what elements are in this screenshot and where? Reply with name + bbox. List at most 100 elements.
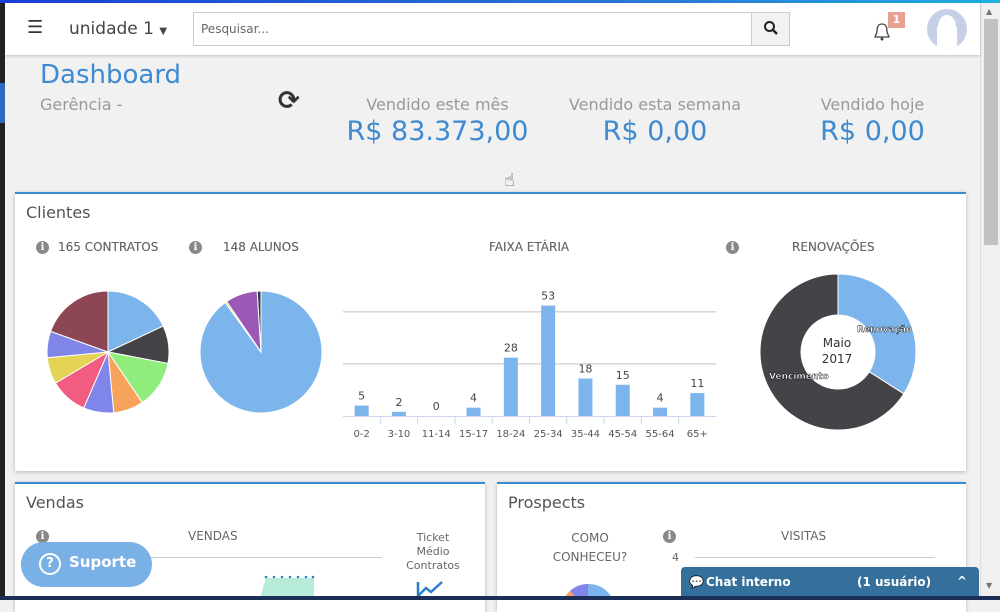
ticket-medio-label: Ticket Médio Contratos xyxy=(400,531,466,573)
user-silhouette-icon xyxy=(937,15,957,49)
stat-today: Vendido hoje R$ 0,00 xyxy=(800,95,945,147)
info-icon[interactable]: i xyxy=(36,241,49,254)
info-icon[interactable]: i xyxy=(663,530,676,543)
bar-data-label: 4 xyxy=(657,392,664,405)
page-subtitle: Gerência - xyxy=(40,95,123,114)
bar-category-label: 25-34 xyxy=(534,429,563,440)
stat-value: R$ 83.373,00 xyxy=(346,116,529,147)
como-conheceu-label: COMO CONHECEU? xyxy=(530,529,650,567)
renovacoes-donut-slice xyxy=(837,273,917,395)
bar-category-label: 18-24 xyxy=(496,429,525,440)
trending-up-icon xyxy=(416,581,443,598)
bar-data-label: 18 xyxy=(578,363,592,376)
stat-value: R$ 0,00 xyxy=(820,116,925,147)
stat-label: Vendido esta semana xyxy=(568,95,742,114)
panel-title: Vendas xyxy=(26,493,84,512)
panel-title: Prospects xyxy=(508,493,586,512)
renovacoes-heading: RENOVAÇÕES RENOVAÇÕES xyxy=(792,240,875,254)
bar-category-label: 0-2 xyxy=(353,429,369,440)
scroll-up-icon[interactable]: ▲ xyxy=(986,7,993,16)
label-line: COMO xyxy=(571,531,609,545)
stat-label: Vendido hoje xyxy=(820,95,925,114)
donut-slice-label: Vencimento xyxy=(769,372,829,382)
alunos-heading: 148 ALUNOS 148 ALUNOS xyxy=(223,240,299,254)
visitas-label: VISITAS xyxy=(781,529,827,543)
panel-title: Clientes xyxy=(26,203,91,222)
scrollbar-thumb[interactable] xyxy=(984,19,998,245)
stat-week: Vendido esta semana R$ 0,00 xyxy=(560,95,750,147)
visitas-tick: 4 xyxy=(672,551,679,564)
chat-bar[interactable]: 💬 Chat interno (1 usuário) ^ xyxy=(681,567,979,597)
stat-label: Vendido este mês xyxy=(366,95,509,114)
scroll-down-icon[interactable]: ▼ xyxy=(986,581,993,590)
renovacoes-donut-slice xyxy=(759,273,905,431)
page-scrollbar[interactable]: ▲ ▼ xyxy=(980,3,1000,596)
ticket-line: Contratos xyxy=(406,559,460,572)
refresh-icon[interactable]: ⟳ xyxy=(278,86,300,116)
bar-data-label: 5 xyxy=(358,390,365,403)
bar xyxy=(615,384,630,416)
vendas-chart-label: VENDAS xyxy=(188,529,238,543)
top-navbar: ☰ unidade 1 ▼ Pesquisar... 1 xyxy=(5,3,980,55)
ticket-line: Médio xyxy=(416,545,450,558)
hamburger-menu-icon[interactable]: ☰ xyxy=(27,17,44,38)
ticket-line: Ticket xyxy=(416,531,450,544)
faixa-etaria-label: FAIXA ETÁRIA xyxy=(489,240,570,254)
support-button[interactable]: ? Suporte xyxy=(21,542,152,587)
label-line: CONHECEU? xyxy=(552,550,628,564)
alunos-pie-slice xyxy=(256,290,262,353)
bar-category-label: 65+ xyxy=(687,429,708,440)
caret-down-icon: ▼ xyxy=(159,26,168,37)
contratos-heading: 165 CONTRATOS 165 CONTRATOS xyxy=(58,240,158,254)
renovacoes-label: RENOVAÇÕES xyxy=(792,240,875,254)
notification-badge: 1 xyxy=(888,12,905,28)
gridline xyxy=(695,557,935,558)
info-icon[interactable]: i xyxy=(726,241,739,254)
mouse-cursor-icon: ☝ xyxy=(504,170,515,191)
bar-data-label: 11 xyxy=(690,377,704,390)
bar xyxy=(503,357,518,416)
bar-category-label: 11-14 xyxy=(422,429,451,440)
bar xyxy=(578,378,593,416)
page-title: Dashboard xyxy=(40,60,182,90)
info-icon[interactable]: i xyxy=(36,530,49,543)
bar-category-label: 3-10 xyxy=(388,429,411,440)
contratos-label: 165 CONTRATOS xyxy=(58,240,159,254)
chat-bubble-icon: 💬 xyxy=(689,575,704,589)
bar xyxy=(690,393,705,416)
stat-month: Vendido este mês R$ 83.373,00 xyxy=(340,95,535,147)
bar-category-label: 45-54 xyxy=(608,429,637,440)
bar-category-label: 15-17 xyxy=(459,429,488,440)
gridline xyxy=(80,557,382,558)
support-label: Suporte xyxy=(69,553,137,571)
donut-month: Maio xyxy=(822,336,852,350)
unit-selector[interactable]: unidade 1 ▼ xyxy=(69,19,167,39)
contratos-chart-title: 165 CONTRATOS xyxy=(58,240,159,254)
bell-icon[interactable] xyxy=(873,22,891,42)
stat-value: R$ 0,00 xyxy=(602,116,708,147)
faixa-chart-title: FAIXA ETÁRIA xyxy=(489,240,570,254)
bar-category-label: 55-64 xyxy=(646,429,675,440)
bar xyxy=(653,407,668,416)
vendas-area-chart xyxy=(260,575,315,598)
renovacoes-chart-title: RENOVAÇÕES xyxy=(792,240,875,254)
bar-data-label: 15 xyxy=(616,369,630,382)
bar-data-label: 4 xyxy=(470,392,477,405)
bar-data-label: 2 xyxy=(395,396,402,409)
unit-label: unidade 1 xyxy=(69,19,154,39)
search-button[interactable] xyxy=(751,12,790,46)
question-icon: ? xyxy=(39,553,61,575)
alunos-label: 148 ALUNOS xyxy=(223,240,299,254)
info-icon[interactable]: i xyxy=(189,241,202,254)
window-left-edge xyxy=(0,3,5,600)
bar xyxy=(466,407,481,416)
chat-label: Chat interno xyxy=(706,575,791,589)
donut-slice-label: Renovação xyxy=(857,325,912,335)
user-avatar[interactable] xyxy=(927,9,967,49)
search-placeholder: Pesquisar... xyxy=(201,22,269,36)
bar xyxy=(354,405,369,416)
bar-data-label: 28 xyxy=(504,342,518,355)
window-top-border xyxy=(0,0,1000,3)
chevron-up-icon[interactable]: ^ xyxy=(957,574,968,588)
chat-users: (1 usuário) xyxy=(857,575,932,589)
